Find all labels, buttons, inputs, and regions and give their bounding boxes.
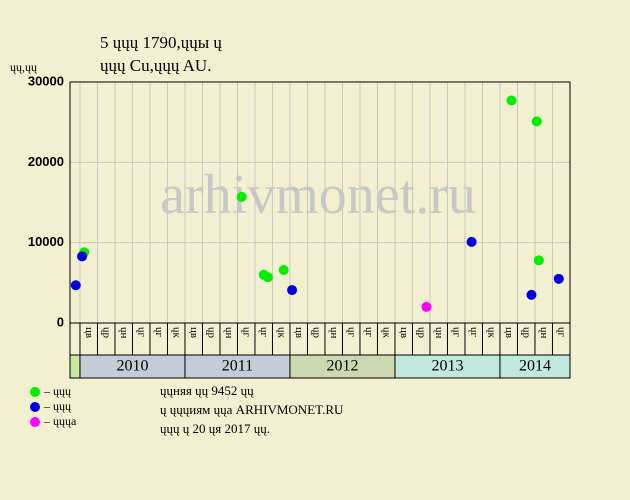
point	[533, 255, 544, 266]
point	[553, 273, 564, 284]
month-label: ųг	[346, 327, 358, 338]
month-label: ųн	[433, 327, 445, 339]
legend-marker	[30, 417, 40, 427]
chart-subtitle: ųųų Cu,ųųų AU.	[100, 56, 211, 75]
month-label: цв	[503, 327, 515, 338]
month-label: ųк	[381, 327, 393, 339]
month-label: цв	[188, 327, 200, 338]
year-label: 2014	[519, 358, 551, 375]
footer-line: ųųų ų 20 ųя 2017 ųų.	[160, 421, 270, 436]
legend-marker	[30, 387, 40, 397]
month-label: ųк	[276, 327, 288, 339]
month-label: ųг	[451, 327, 463, 338]
month-label: ųг	[136, 327, 148, 338]
y-axis-label: ųų,ųų	[10, 60, 37, 74]
footer-line: ų ųųųиям ųųа ARHIVMONET.RU	[160, 402, 344, 417]
month-label: ųк	[171, 327, 183, 339]
point	[77, 251, 88, 262]
month-label: ųк	[486, 327, 498, 339]
legend-marker	[30, 402, 40, 412]
month-label: ųг	[556, 327, 568, 338]
y-tick-label: 20000	[28, 154, 64, 169]
year-label: 2010	[116, 358, 148, 375]
month-label: ųг	[258, 327, 270, 338]
chart-title: 5 ųųų 1790,ųųы ų	[100, 33, 222, 52]
point	[278, 264, 289, 275]
month-label: ųг	[363, 327, 375, 338]
year-cell	[499, 354, 571, 379]
month-label: цв	[293, 327, 305, 338]
point	[70, 280, 81, 291]
point	[466, 236, 477, 247]
month-label: цв	[398, 327, 410, 338]
point	[506, 95, 517, 106]
month-label: ųн	[538, 327, 550, 339]
legend-label: – ųųųa	[43, 414, 77, 428]
year-label: 2013	[431, 358, 463, 375]
plot-area	[70, 82, 570, 323]
month-label: ųг	[468, 327, 480, 338]
month-label: ųг	[153, 327, 165, 338]
y-tick-label: 0	[57, 314, 64, 329]
month-label: ųр	[206, 327, 218, 339]
month-label: ųр	[521, 327, 533, 339]
month-row	[69, 322, 571, 356]
y-tick-label: 30000	[28, 73, 64, 88]
point	[287, 285, 298, 296]
legend-label: – ųųų	[43, 384, 71, 398]
month-label: ųн	[328, 327, 340, 339]
year-label: 2012	[326, 358, 358, 375]
month-label: ųн	[118, 327, 130, 339]
month-label: ųр	[101, 327, 113, 339]
point	[531, 116, 542, 127]
point	[236, 191, 247, 202]
footer-line: ųųняя ųų 9452 ųų	[160, 383, 254, 398]
point	[262, 272, 273, 283]
month-label: ųр	[416, 327, 428, 339]
point	[526, 289, 537, 300]
y-tick-label: 10000	[28, 234, 64, 249]
legend-label: – ųųų	[43, 399, 71, 413]
month-label: ųг	[241, 327, 253, 338]
point	[421, 301, 432, 312]
pre-year-cell	[69, 354, 81, 379]
month-label: ųн	[223, 327, 235, 339]
month-label: цв	[83, 327, 95, 338]
year-label: 2011	[222, 358, 253, 375]
watermark: arhivmonet.ru	[160, 164, 476, 226]
month-label: ųр	[311, 327, 323, 339]
